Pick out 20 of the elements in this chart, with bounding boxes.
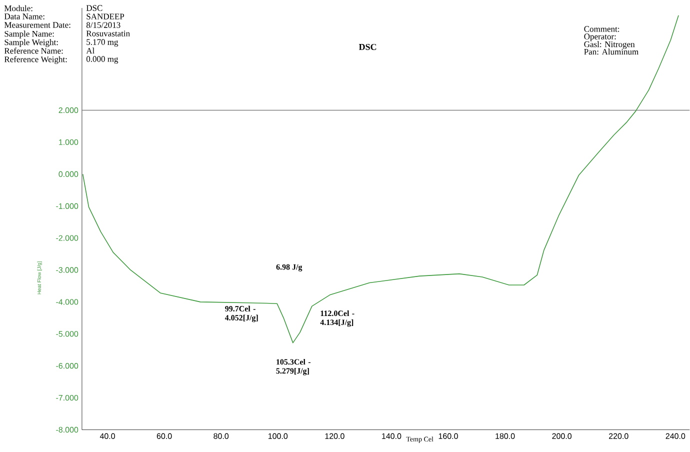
text: Sample Name: (4, 30, 54, 38)
annotation: Comment: (584, 26, 620, 32)
annotation: Al (86, 48, 94, 54)
text: DSC (358, 44, 376, 50)
text: Module: (4, 5, 32, 12)
text: Reference Weight: (4, 56, 67, 64)
text: Measurement Date: (4, 22, 70, 28)
annotation: Rosuvastatin (86, 30, 130, 37)
annotation: SANDEEP (86, 14, 124, 20)
annotation: Operator: (584, 34, 616, 42)
text: Sample Weight: (4, 39, 58, 48)
annotation: 0.000 mg (86, 56, 118, 64)
annotation: 8/15/2013 (86, 22, 120, 28)
text: Data Name: (4, 14, 44, 20)
annotation: Pan: Aluminum (584, 48, 638, 55)
annotation: 5.170 mg (86, 39, 118, 47)
text: Reference Name: (4, 48, 63, 54)
annotation: DSC (86, 5, 102, 12)
line-series (82, 15, 679, 344)
annotation: Gasl: Nitrogen (584, 41, 635, 50)
